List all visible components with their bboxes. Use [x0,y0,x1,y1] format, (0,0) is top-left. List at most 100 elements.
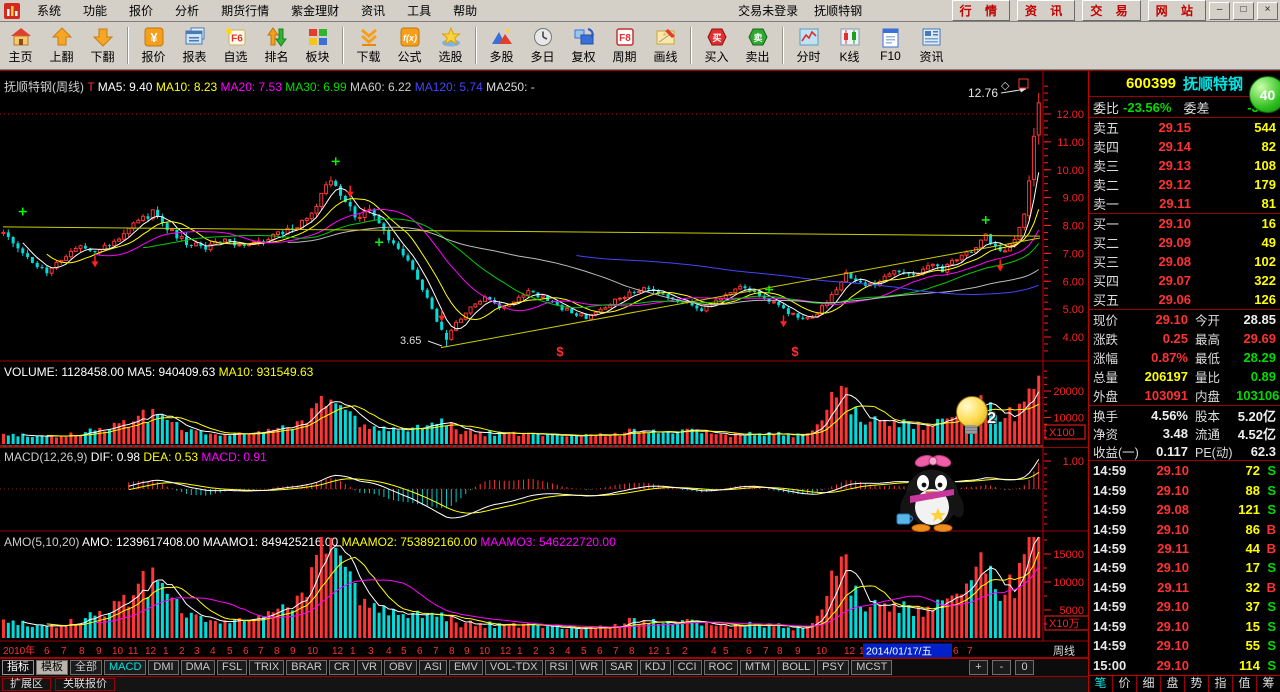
stat-label: 外盘 [1093,390,1119,404]
quote-tab-价[interactable]: 价 [1113,676,1137,692]
indicator-tab-指标[interactable]: 指标 [2,660,34,675]
menu-item-function[interactable]: 功能 [83,4,108,18]
indicator-tab-boll[interactable]: BOLL [777,660,816,675]
toolbar-button-report[interactable]: 报表 [174,22,215,69]
close-button[interactable]: × [1257,1,1278,20]
home-icon [10,27,32,47]
indicator-tab-模板[interactable]: 模板 [36,660,68,675]
indicator-tab-psy[interactable]: PSY [817,660,850,675]
zoom-out-button[interactable]: - [992,660,1011,675]
menu-item-quote[interactable]: 报价 [129,4,154,18]
toolbar-button-stock-pick[interactable]: 选股 [430,22,471,69]
level-price: 29.09 [1158,235,1191,250]
minimize-button[interactable]: – [1209,1,1230,20]
indicator-tab-roc[interactable]: ROC [703,660,738,675]
indicator-tab-rsi[interactable]: RSI [544,660,573,675]
quote-tab-势[interactable]: 势 [1185,676,1209,692]
zoom-in-button[interactable]: + [969,660,988,675]
toolbar-button-adjust[interactable]: 复权 [563,22,604,69]
toolbar-separator [782,27,784,64]
quote-tab-筹[interactable]: 筹 [1262,676,1275,690]
indicator-tab-macd[interactable]: MACD [104,660,147,675]
toolbar-button-intraday[interactable]: 分时 [788,22,829,69]
toolbar-button-buy[interactable]: 买买入 [696,22,737,69]
indicator-tab-dmi[interactable]: DMI [148,660,179,675]
level-price: 29.08 [1158,254,1191,269]
titlebar-button-website[interactable]: 网 站 [1147,0,1206,21]
titlebar-button-trade[interactable]: 交 易 [1082,0,1141,21]
tick-volume: 88 [1245,482,1260,498]
indicator-tab-dma[interactable]: DMA [180,660,216,675]
toolbar-button-f10[interactable]: F10 [870,22,911,69]
indicator-tab-cr[interactable]: CR [328,660,355,675]
toolbar-button-formula[interactable]: f(x) 公式 [389,22,430,69]
quote-tab-盘[interactable]: 盘 [1161,676,1185,692]
menu-item-system[interactable]: 系统 [37,4,62,18]
titlebar-button-news[interactable]: 资 讯 [1016,0,1076,21]
tick-row: 14:59 29.10 55 S [1089,636,1280,655]
zoom-reset-button[interactable]: 0 [1015,660,1034,675]
svg-text:12: 12 [145,646,157,657]
toolbar-button-home[interactable]: 主页 [0,22,41,69]
toolbar-button-news[interactable]: 资讯 [911,22,952,69]
tick-volume: 44 [1245,541,1260,557]
toolbar-button-multi-stock[interactable]: 多股 [481,22,522,69]
indicator-tab-trix[interactable]: TRIX [249,660,285,675]
tick-price: 29.10 [1156,521,1189,537]
toolbar-button-sell[interactable]: 卖卖出 [737,22,778,69]
weicha-label: 委差 [1183,100,1210,116]
notification-bulb-icon[interactable]: 2 [952,396,996,444]
indicator-tab-kdj[interactable]: KDJ [639,660,671,675]
indicator-tab-全部[interactable]: 全部 [70,660,102,675]
quote-tab-细[interactable]: 细 [1137,676,1161,692]
tick-row: 14:59 29.10 17 S [1089,558,1280,577]
f10-icon [880,28,902,48]
toolbar-button-rank[interactable]: 排名 [256,22,297,69]
toolbar-button-quote[interactable]: ¥ 报价 [133,22,174,69]
level-label: 卖四 [1093,140,1120,155]
quote-tab-笔[interactable]: 笔 [1089,676,1113,692]
menu-item-zijin-finance[interactable]: 紫金理财 [291,4,340,18]
menu-item-information[interactable]: 资讯 [361,4,386,18]
toolbar-button-download[interactable]: 下载 [348,22,389,69]
menu-item-help[interactable]: 帮助 [453,4,478,18]
toolbar-button-multi-day[interactable]: 多日 [522,22,563,69]
toolbar-button-sector[interactable]: 板块 [297,22,338,69]
indicator-tab-wr[interactable]: WR [574,660,604,675]
bid-row-3: 买三 29.08 102 [1089,252,1280,271]
stat-label: 今开 [1195,314,1221,328]
ask-row-3: 卖三 29.13 108 [1089,156,1280,175]
extension-area-button[interactable]: 扩展区 [2,678,51,691]
linked-quote-button[interactable]: 关联报价 [55,678,115,691]
indicator-tab-mcst[interactable]: MCST [851,660,893,675]
menu-item-tools[interactable]: 工具 [407,4,432,18]
indicator-tab-emv[interactable]: EMV [448,660,483,675]
indicator-tab-mtm[interactable]: MTM [739,660,776,675]
titlebar-button-market[interactable]: 行 情 [951,0,1010,21]
toolbar-button-favorites[interactable]: F6 自选 [215,22,256,69]
stat-value: 29.69 [1243,331,1276,346]
restore-button[interactable]: □ [1233,1,1254,20]
toolbar-button-draw-line[interactable]: 画线 [645,22,686,69]
indicator-tab-vol-tdx[interactable]: VOL-TDX [484,660,543,675]
toolbar-button-period[interactable]: F8 周期 [604,22,645,69]
indicator-tab-cci[interactable]: CCI [672,660,702,675]
toolbar-button-label: 报价 [141,49,166,64]
svg-text:7: 7 [258,646,264,657]
quote-tab-值[interactable]: 值 [1233,676,1257,692]
toolbar-button-page-down[interactable]: 下翻 [82,22,123,69]
menu-item-analysis[interactable]: 分析 [175,4,200,18]
indicator-tab-asi[interactable]: ASI [419,660,447,675]
quote-tab-指[interactable]: 指 [1209,676,1233,692]
svg-text:1: 1 [350,646,356,657]
indicator-tab-vr[interactable]: VR [356,660,382,675]
indicator-tab-brar[interactable]: BRAR [286,660,327,675]
indicator-tab-obv[interactable]: OBV [384,660,418,675]
assistant-badge-icon[interactable]: 40 [1249,76,1280,113]
toolbar-button-page-up[interactable]: 上翻 [41,22,82,69]
indicator-tab-sar[interactable]: SAR [605,660,638,675]
qq-penguin-mascot[interactable] [896,448,968,533]
menu-item-futures[interactable]: 期货行情 [221,4,270,18]
toolbar-button-kline[interactable]: K线 [829,22,870,69]
indicator-tab-fsl[interactable]: FSL [217,660,248,675]
